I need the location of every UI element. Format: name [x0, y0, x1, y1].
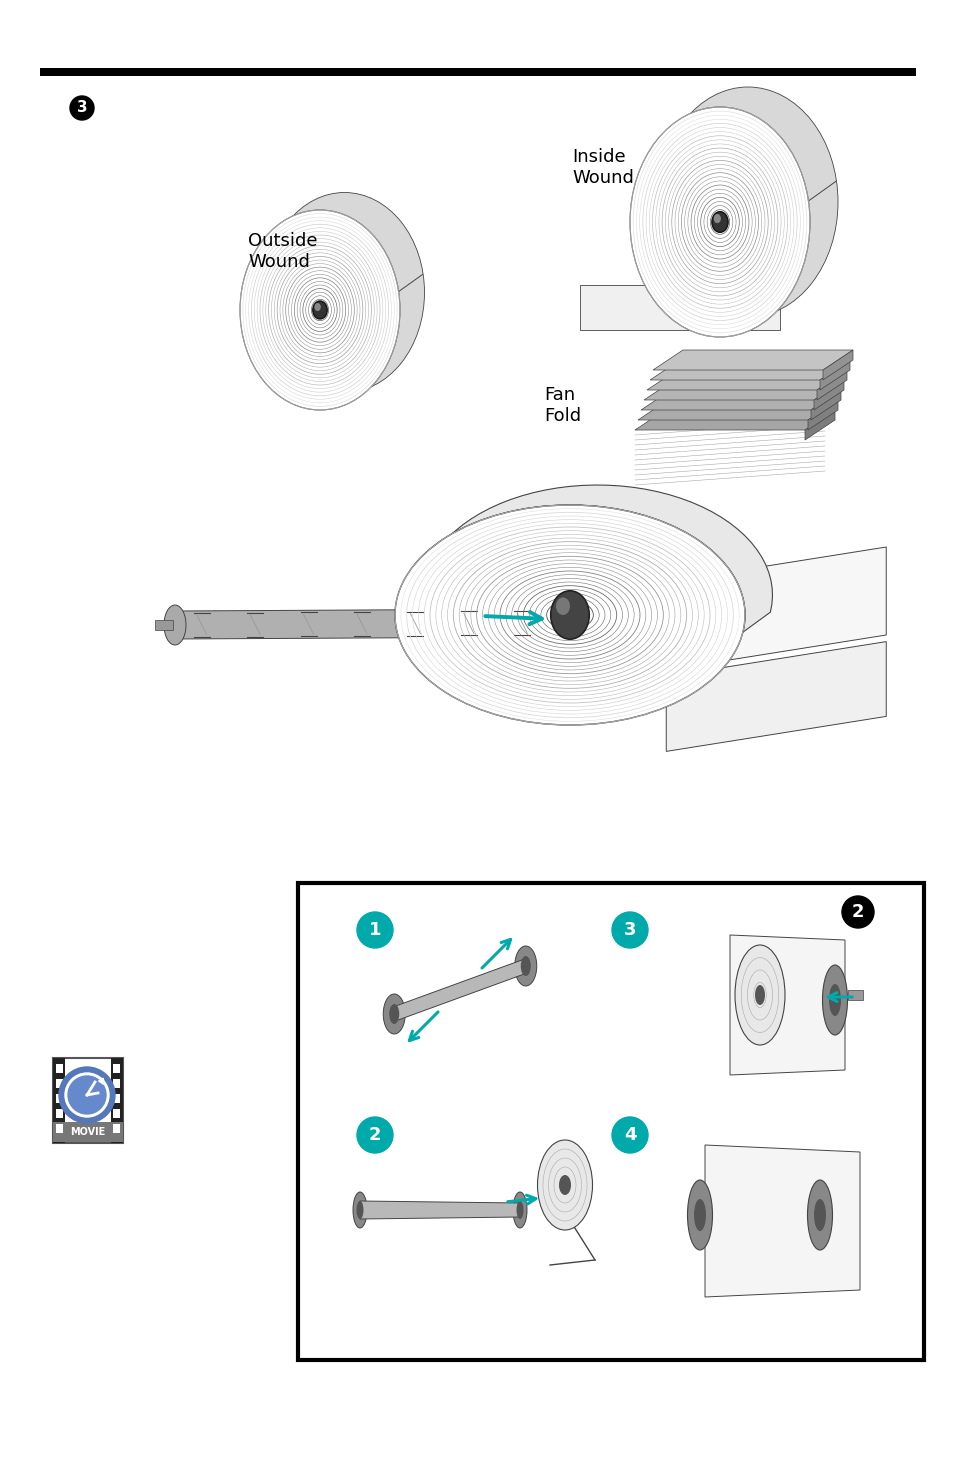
Text: 1: 1	[369, 920, 381, 940]
Polygon shape	[174, 609, 548, 639]
Polygon shape	[359, 1201, 519, 1218]
Ellipse shape	[821, 965, 846, 1035]
Bar	[847, 990, 862, 1000]
Text: 4: 4	[623, 1125, 636, 1145]
Polygon shape	[813, 381, 843, 410]
Polygon shape	[414, 485, 772, 633]
Text: 2: 2	[369, 1125, 381, 1145]
Ellipse shape	[754, 985, 764, 1004]
Ellipse shape	[693, 1199, 705, 1232]
Ellipse shape	[240, 209, 399, 410]
Ellipse shape	[513, 1192, 526, 1229]
Ellipse shape	[389, 1004, 398, 1024]
Text: 3: 3	[623, 920, 636, 940]
Ellipse shape	[264, 193, 424, 392]
Ellipse shape	[658, 87, 837, 317]
Polygon shape	[810, 389, 841, 420]
Bar	[154, 620, 172, 630]
Polygon shape	[649, 360, 849, 381]
Bar	[112, 1124, 120, 1133]
Ellipse shape	[713, 214, 720, 223]
Polygon shape	[652, 350, 852, 370]
Ellipse shape	[314, 302, 320, 311]
Ellipse shape	[711, 211, 727, 233]
Bar	[56, 1124, 63, 1133]
Text: MOVIE: MOVIE	[71, 1127, 106, 1137]
Polygon shape	[646, 370, 846, 389]
Polygon shape	[816, 370, 846, 400]
Polygon shape	[665, 547, 885, 670]
Bar	[112, 1063, 120, 1072]
Polygon shape	[729, 935, 844, 1075]
Polygon shape	[579, 285, 780, 330]
Text: 2: 2	[851, 903, 863, 920]
Circle shape	[356, 912, 393, 948]
Bar	[297, 884, 923, 1360]
Polygon shape	[820, 360, 849, 389]
Circle shape	[356, 1117, 393, 1153]
Bar	[56, 1080, 63, 1089]
Bar	[111, 1058, 123, 1143]
Ellipse shape	[558, 1176, 571, 1195]
Bar	[53, 1122, 123, 1142]
Circle shape	[68, 1075, 106, 1114]
Polygon shape	[392, 959, 528, 1021]
Ellipse shape	[537, 1140, 592, 1230]
Bar	[53, 1058, 123, 1143]
Ellipse shape	[813, 1199, 825, 1232]
Bar	[56, 1063, 63, 1072]
Polygon shape	[807, 400, 837, 431]
Ellipse shape	[629, 108, 809, 336]
Bar	[56, 1109, 63, 1118]
Circle shape	[59, 1066, 115, 1122]
Ellipse shape	[383, 994, 405, 1034]
Ellipse shape	[164, 605, 186, 645]
Text: Outside
Wound: Outside Wound	[248, 232, 317, 271]
Circle shape	[65, 1072, 109, 1117]
Ellipse shape	[734, 945, 784, 1044]
Text: Fan
Fold: Fan Fold	[543, 386, 580, 425]
Text: 3: 3	[76, 100, 88, 115]
Ellipse shape	[356, 1201, 363, 1218]
Ellipse shape	[395, 504, 744, 726]
Ellipse shape	[516, 1201, 523, 1218]
Ellipse shape	[550, 591, 589, 639]
Polygon shape	[665, 642, 885, 751]
Ellipse shape	[828, 984, 841, 1016]
Polygon shape	[822, 350, 852, 381]
Polygon shape	[272, 324, 312, 389]
Text: Inside
Wound: Inside Wound	[572, 148, 633, 187]
Circle shape	[612, 1117, 647, 1153]
Ellipse shape	[687, 1180, 712, 1249]
Circle shape	[70, 96, 94, 119]
Ellipse shape	[520, 956, 530, 976]
Ellipse shape	[353, 1192, 367, 1229]
Polygon shape	[635, 410, 834, 431]
Bar	[53, 1058, 65, 1143]
Bar	[112, 1109, 120, 1118]
Polygon shape	[640, 389, 841, 410]
Polygon shape	[643, 381, 843, 400]
Bar	[112, 1094, 120, 1103]
Ellipse shape	[806, 1180, 832, 1249]
Circle shape	[612, 912, 647, 948]
Ellipse shape	[515, 945, 537, 985]
Ellipse shape	[556, 597, 569, 615]
Ellipse shape	[313, 301, 327, 319]
Circle shape	[841, 895, 873, 928]
Bar	[56, 1094, 63, 1103]
Polygon shape	[804, 410, 834, 440]
Bar	[112, 1080, 120, 1089]
Polygon shape	[704, 1145, 859, 1297]
Polygon shape	[638, 400, 837, 420]
Bar	[40, 68, 915, 77]
